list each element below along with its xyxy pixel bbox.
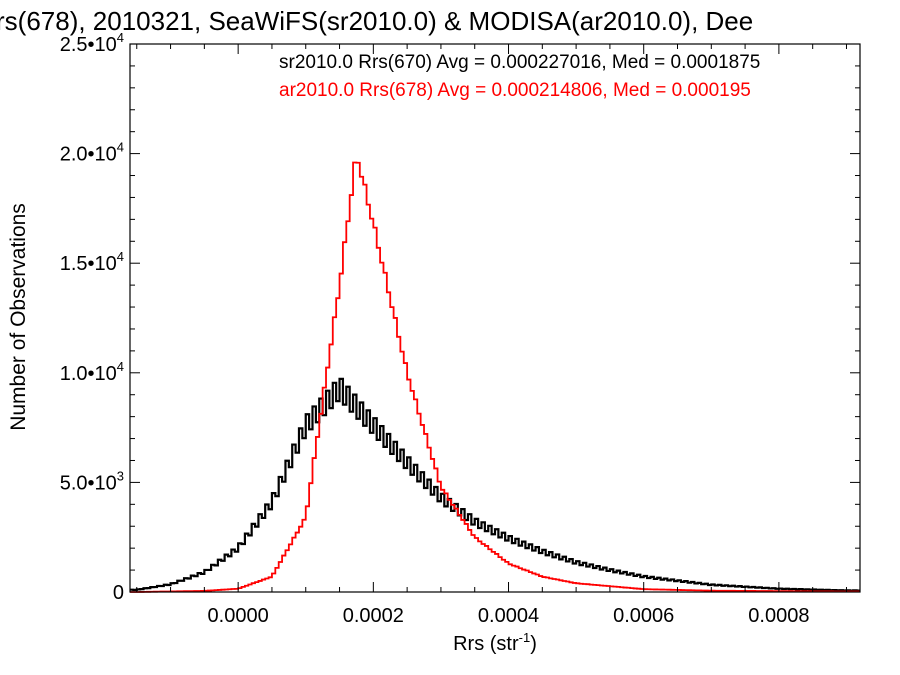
x-tick-label: 0.0006 [613,605,674,627]
x-tick-label: 0.0000 [208,605,269,627]
y-tick-label: 2.0•104 [60,140,124,166]
y-tick-label: 5.0•103 [60,468,124,494]
svg-text:Rrs (str-1): Rrs (str-1) [453,630,537,655]
y-tick-label: 1.5•104 [60,249,124,275]
series-layer [130,161,860,593]
histogram-series-sr2010 [130,377,860,592]
x-axis-label: Rrs (str [453,633,519,655]
x-axis-title: Rrs (str-1) [453,630,537,655]
chart-title: rs(678), 2010321, SeaWiFS(sr2010.0) & MO… [0,6,753,36]
ticks-layer: 0.0000 0.0002 0.0004 0.0006 0.0008 0 5.0•103 1.… [60,30,860,627]
y-tick-label: 0 [113,582,124,604]
x-tick-label: 0.0004 [478,605,539,627]
x-tick-label: 0.0008 [748,605,809,627]
x-axis-label-superscript: -1 [519,630,531,645]
legend-entry-sr2010: sr2010.0 Rrs(670) Avg = 0.000227016, Med… [279,52,760,73]
plot-frame [129,43,861,593]
legend-entry-ar2010: ar2010.0 Rrs(678) Avg = 0.000214806, Med… [279,80,751,101]
plot-area: 0.0000 0.0002 0.0004 0.0006 0.0008 0 5.0•103 1.… [60,30,861,627]
y-axis-label: Number of Observations [7,203,30,431]
y-tick-label: 2.5•104 [60,30,124,56]
legend: sr2010.0 Rrs(670) Avg = 0.000227016, Med… [279,52,760,101]
x-axis-label-close: ) [530,633,537,655]
y-tick-label: 1.0•104 [60,359,124,385]
histogram-series-ar2010 [130,161,860,593]
x-tick-label: 0.0002 [343,605,404,627]
